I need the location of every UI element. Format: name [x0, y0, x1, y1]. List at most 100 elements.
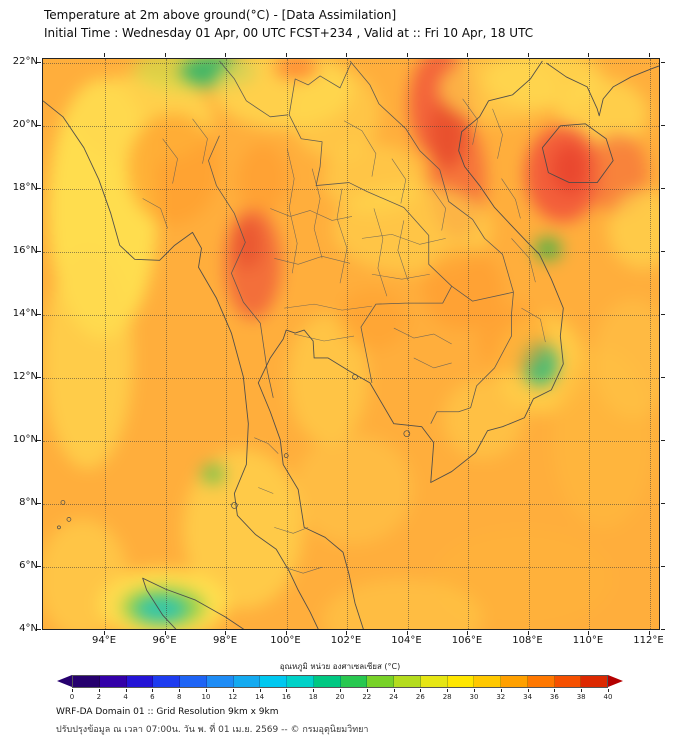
update-info: ปรับปรุงข้อมูล ณ เวลา 07:00น. วัน พ. ที่…	[56, 725, 369, 735]
colorbar-tick-label: 2	[96, 693, 102, 701]
heat-blob	[593, 299, 659, 419]
heat-blob	[443, 379, 523, 459]
lon-tick-bottom	[225, 631, 226, 635]
colorbar-tickmark	[500, 689, 502, 692]
model-info: WRF-DA Domain 01 :: Grid Resolution 9km …	[56, 707, 279, 717]
lon-tick-label: 94°E	[91, 635, 117, 646]
lon-tick-label: 100°E	[270, 635, 301, 646]
colorbar-tick-label: 40	[603, 693, 613, 701]
lon-tick-label: 108°E	[512, 635, 543, 646]
colorbar-segment	[367, 676, 394, 687]
colorbar-segment	[73, 676, 100, 687]
colorbar-tick-label: 38	[576, 693, 586, 701]
lat-tick-label: 12°N	[12, 371, 38, 382]
colorbar-tick-label: 16	[281, 693, 291, 701]
colorbar-tick-label: 24	[389, 693, 399, 701]
heat-blob	[43, 249, 133, 469]
colorbar-tick-label: 6	[150, 693, 155, 701]
lat-tick-right	[661, 251, 665, 252]
lat-tick-left	[37, 629, 41, 630]
lon-tick-top	[588, 53, 589, 57]
page-subtitle: Initial Time : Wednesday 01 Apr, 00 UTC …	[44, 26, 534, 40]
colorbar-segment	[287, 676, 314, 687]
lat-tick-right	[661, 125, 665, 126]
lon-tick-bottom	[104, 631, 105, 635]
lon-tick-top	[648, 53, 650, 57]
page-title: Temperature at 2m above ground(°C) - [Da…	[44, 8, 397, 22]
lat-tick-label: 18°N	[12, 182, 38, 193]
lat-tick-right	[661, 566, 665, 567]
lon-tick-top	[527, 53, 529, 57]
lon-tick-top	[346, 53, 347, 57]
heat-blob	[608, 189, 659, 269]
lon-tick-bottom	[527, 631, 529, 635]
lat-tick-label: 8°N	[19, 497, 38, 508]
colorbar-segment	[99, 676, 127, 687]
lat-tick-right	[661, 314, 665, 315]
heat-blob	[43, 519, 128, 629]
colorbar-tickmark	[313, 689, 315, 692]
colorbar-segment	[447, 676, 475, 687]
lat-tick-label: 22°N	[12, 56, 38, 67]
colorbar-tick-label: 36	[549, 693, 559, 701]
colorbar-tickmark	[581, 689, 583, 692]
colorbar-tickmark	[474, 689, 475, 692]
lat-tick-right	[661, 188, 665, 189]
colorbar-tickmark	[125, 689, 127, 692]
colorbar-tickmark	[340, 689, 341, 692]
colorbar-tickmark	[98, 689, 100, 692]
colorbar-tick-label: 34	[523, 693, 533, 701]
colorbar-tick-label: 30	[469, 693, 479, 701]
lon-tick-bottom	[406, 631, 408, 635]
colorbar-tickmark	[366, 689, 368, 692]
lat-tick-left	[37, 503, 41, 504]
colorbar-segment	[206, 676, 234, 687]
colorbar-segment	[340, 676, 368, 687]
colorbar-tick-label: 14	[255, 693, 265, 701]
colorbar-segment	[313, 676, 341, 687]
colorbar-tickmark	[259, 689, 261, 692]
heat-blob	[135, 596, 187, 622]
colorbar-tick-label: 26	[415, 693, 425, 701]
lon-tick-label: 112°E	[633, 635, 664, 646]
lon-tick-label: 98°E	[212, 635, 238, 646]
heat-blob	[534, 237, 562, 261]
colorbar-tick-label: 18	[308, 693, 318, 701]
lon-tick-label: 96°E	[152, 635, 177, 646]
lat-tick-left	[37, 251, 41, 252]
lat-tick-left	[37, 440, 41, 441]
colorbar-segment	[527, 676, 555, 687]
colorbar-tickmark	[206, 689, 207, 692]
lon-tick-label: 102°E	[330, 635, 362, 646]
colorbar-tick-label: 28	[442, 693, 452, 701]
lon-tick-top	[285, 53, 287, 57]
heat-blob	[234, 219, 262, 269]
lat-tick-label: 16°N	[12, 245, 38, 256]
colorbar-right-arrow	[608, 675, 623, 687]
header: Temperature at 2m above ground(°C) - [Da…	[44, 6, 533, 42]
heat-blob	[553, 349, 653, 529]
heat-blob	[478, 304, 548, 374]
colorbar-segment	[394, 676, 421, 687]
colorbar-tickmark	[420, 689, 422, 692]
lat-tick-right	[661, 377, 665, 378]
colorbar-segment	[474, 676, 501, 687]
colorbar-tickmark	[608, 689, 609, 692]
lat-tick-left	[37, 62, 41, 63]
lon-tick-bottom	[648, 631, 650, 635]
colorbar-tick-label: 32	[496, 693, 506, 701]
heat-blob	[293, 434, 413, 544]
lon-tick-top	[406, 53, 408, 57]
lat-tick-label: 10°N	[12, 434, 38, 445]
lon-tick-bottom	[467, 631, 468, 635]
lat-tick-label: 20°N	[12, 119, 38, 130]
colorbar-tickmark	[232, 689, 234, 692]
lon-tick-bottom	[346, 631, 347, 635]
colorbar-tickmark	[554, 689, 556, 692]
heat-blob	[238, 144, 288, 214]
colorbar-tick-label: 0	[69, 693, 75, 701]
colorbar-tickmark	[393, 689, 395, 692]
colorbar-tick-label: 8	[176, 693, 182, 701]
lon-tick-top	[467, 53, 468, 57]
colorbar-left-arrow	[57, 675, 72, 687]
